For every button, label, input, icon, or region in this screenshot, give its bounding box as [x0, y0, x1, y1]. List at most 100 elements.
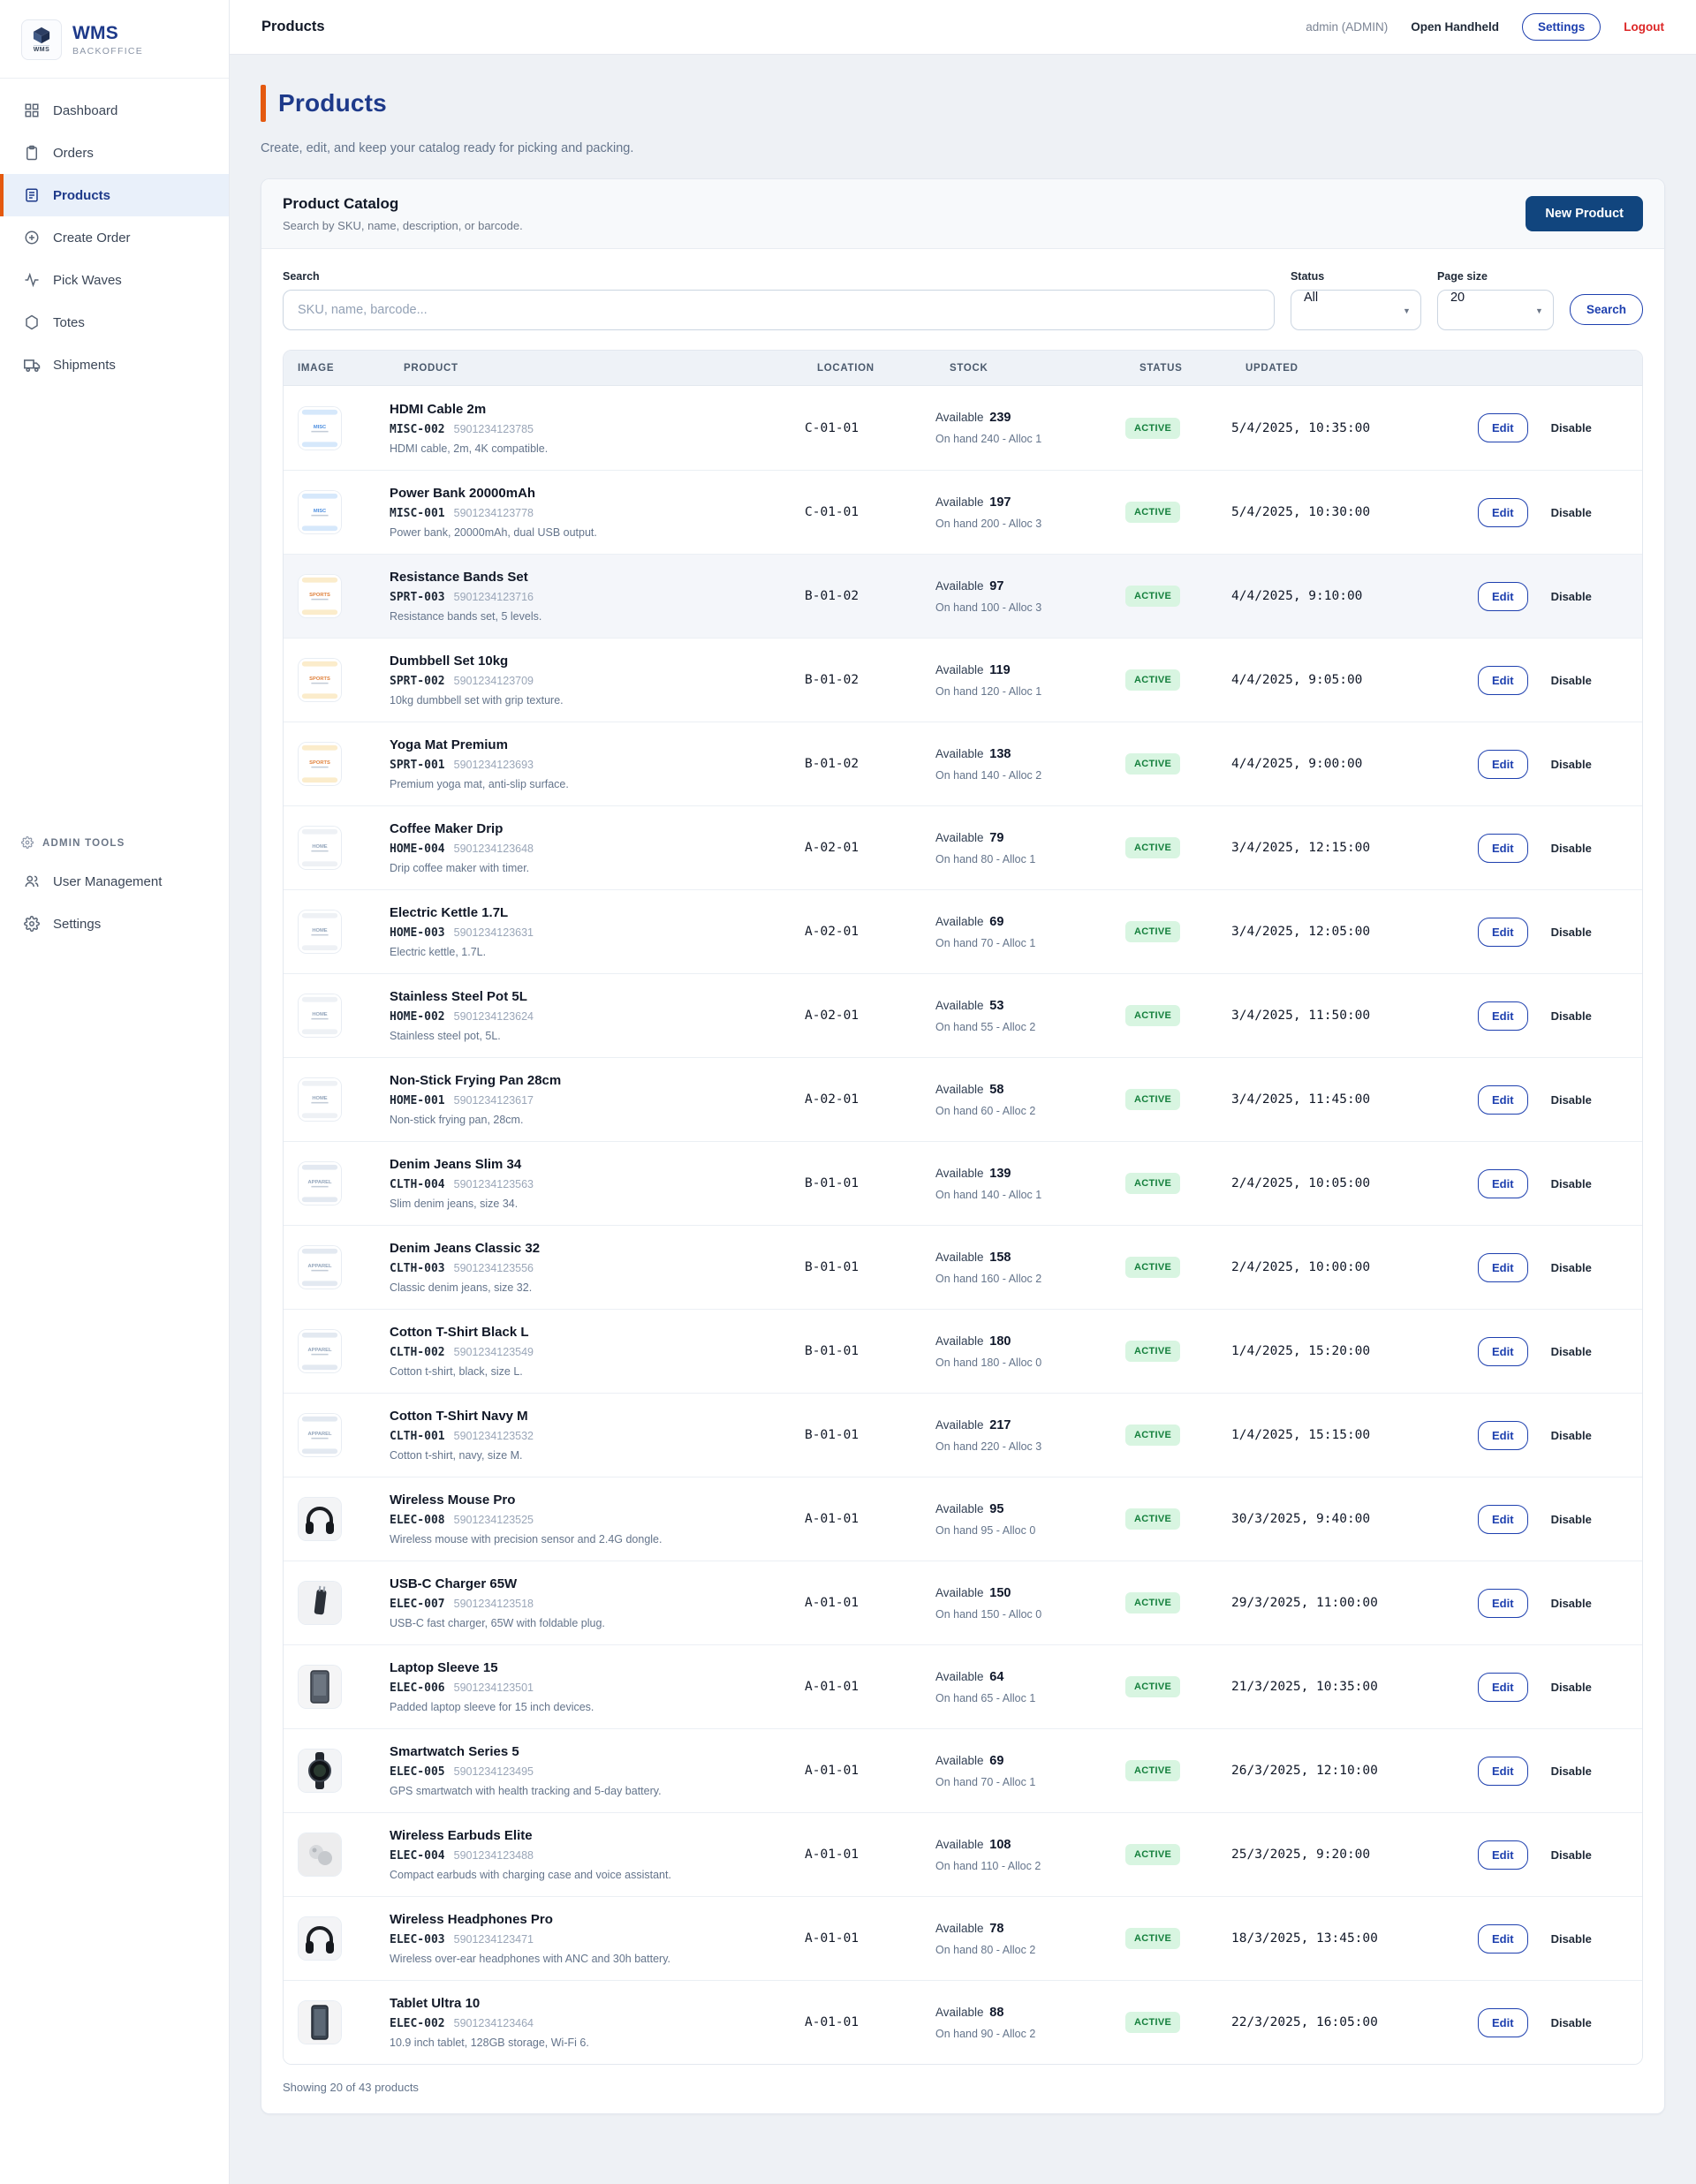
search-button[interactable]: Search	[1569, 294, 1643, 325]
available-value: 95	[989, 1501, 1004, 1516]
available-label: Available	[935, 1334, 988, 1348]
disable-button[interactable]: Disable	[1550, 589, 1592, 603]
disable-button[interactable]: Disable	[1550, 2015, 1592, 2029]
disable-button[interactable]: Disable	[1550, 505, 1592, 519]
edit-button[interactable]: Edit	[1478, 2007, 1528, 2037]
available-value: 139	[989, 1166, 1011, 1181]
document-icon	[23, 186, 41, 204]
disable-button[interactable]: Disable	[1550, 1931, 1592, 1946]
status-cell: ACTIVE	[1125, 586, 1231, 607]
product-barcode: 5901234123716	[453, 591, 534, 603]
logout-button[interactable]: Logout	[1624, 20, 1664, 34]
search-input[interactable]	[283, 290, 1275, 330]
edit-button[interactable]: Edit	[1478, 1001, 1528, 1031]
edit-button[interactable]: Edit	[1478, 917, 1528, 947]
product-cell: Wireless Headphones Pro ELEC-003 5901234…	[390, 1912, 803, 1965]
status-badge: ACTIVE	[1125, 586, 1181, 607]
edit-button[interactable]: Edit	[1478, 1336, 1528, 1366]
sidebar-item-shipments[interactable]: Shipments	[0, 344, 229, 386]
disable-button[interactable]: Disable	[1550, 1848, 1592, 1862]
edit-button[interactable]: Edit	[1478, 1504, 1528, 1534]
placeholder-image: APPAREL	[299, 1414, 341, 1456]
edit-button[interactable]: Edit	[1478, 665, 1528, 695]
product-sku: ELEC-008	[390, 1514, 445, 1527]
product-thumbnail: APPAREL	[298, 1245, 342, 1289]
hexagon-icon	[23, 314, 41, 331]
product-image-cell: APPAREL	[284, 1161, 390, 1205]
product-sku: MISC-002	[390, 422, 445, 436]
topbar-settings-button[interactable]: Settings	[1522, 13, 1601, 41]
edit-button[interactable]: Edit	[1478, 1084, 1528, 1115]
actions-cell: Edit Disable	[1465, 1840, 1642, 1870]
status-cell: ACTIVE	[1125, 1005, 1231, 1026]
table-row: MISC Power Bank 20000mAh MISC-001 590123…	[284, 470, 1642, 554]
edit-button[interactable]: Edit	[1478, 749, 1528, 779]
sidebar-item-settings[interactable]: Settings	[0, 903, 229, 945]
disable-button[interactable]: Disable	[1550, 673, 1592, 687]
column-header-image: IMAGE	[298, 362, 335, 374]
topbar-actions: admin (ADMIN) Open Handheld Settings Log…	[1306, 13, 1664, 41]
product-name: Resistance Bands Set	[390, 570, 528, 585]
status-badge: ACTIVE	[1125, 1089, 1181, 1110]
sidebar-item-dashboard[interactable]: Dashboard	[0, 89, 229, 132]
edit-button[interactable]: Edit	[1478, 581, 1528, 611]
disable-button[interactable]: Disable	[1550, 1176, 1592, 1190]
svg-text:HOME: HOME	[312, 844, 327, 850]
disable-button[interactable]: Disable	[1550, 1596, 1592, 1610]
sidebar-item-orders[interactable]: Orders	[0, 132, 229, 174]
disable-button[interactable]: Disable	[1550, 421, 1592, 435]
edit-button[interactable]: Edit	[1478, 1756, 1528, 1786]
svg-text:HOME: HOME	[312, 1012, 327, 1017]
disable-button[interactable]: Disable	[1550, 1512, 1592, 1526]
sidebar-divider	[0, 78, 229, 79]
table-row: USB-C Charger 65W ELEC-007 5901234123518…	[284, 1561, 1642, 1644]
status-cell: ACTIVE	[1125, 753, 1231, 775]
product-description: GPS smartwatch with health tracking and …	[390, 1785, 662, 1797]
page-size-select[interactable]: 20	[1436, 290, 1554, 330]
disable-button[interactable]: Disable	[1550, 1764, 1592, 1778]
edit-button[interactable]: Edit	[1478, 497, 1528, 527]
product-image-cell	[284, 1749, 390, 1793]
updated-timestamp: 4/4/2025, 9:05:00	[1231, 673, 1363, 687]
page-title: Products	[278, 89, 387, 117]
edit-button[interactable]: Edit	[1478, 1672, 1528, 1702]
new-product-button[interactable]: New Product	[1526, 196, 1643, 231]
edit-button[interactable]: Edit	[1478, 413, 1528, 442]
disable-button[interactable]: Disable	[1550, 1344, 1592, 1358]
edit-button[interactable]: Edit	[1478, 1923, 1528, 1954]
disable-button[interactable]: Disable	[1550, 757, 1592, 771]
disable-button[interactable]: Disable	[1550, 1428, 1592, 1442]
sidebar-item-user-management[interactable]: User Management	[0, 860, 229, 903]
sidebar-item-products[interactable]: Products	[0, 174, 229, 216]
disable-button[interactable]: Disable	[1550, 925, 1592, 939]
status-select[interactable]: All	[1290, 290, 1421, 330]
product-thumbnail	[298, 1833, 342, 1877]
edit-button[interactable]: Edit	[1478, 1168, 1528, 1198]
updated-timestamp: 29/3/2025, 11:00:00	[1231, 1596, 1378, 1610]
product-barcode: 5901234123549	[453, 1346, 534, 1358]
edit-button[interactable]: Edit	[1478, 1588, 1528, 1618]
product-sku: CLTH-002	[390, 1346, 445, 1359]
svg-text:MISC: MISC	[314, 509, 326, 514]
product-description: Compact earbuds with charging case and v…	[390, 1869, 671, 1881]
disable-button[interactable]: Disable	[1550, 841, 1592, 855]
edit-button[interactable]: Edit	[1478, 1252, 1528, 1282]
open-handheld-link[interactable]: Open Handheld	[1411, 20, 1499, 34]
disable-button[interactable]: Disable	[1550, 1009, 1592, 1023]
status-badge: ACTIVE	[1125, 1592, 1181, 1613]
sidebar-item-create-order[interactable]: Create Order	[0, 216, 229, 259]
edit-button[interactable]: Edit	[1478, 833, 1528, 863]
disable-button[interactable]: Disable	[1550, 1680, 1592, 1694]
edit-button[interactable]: Edit	[1478, 1840, 1528, 1870]
product-thumbnail: HOME	[298, 826, 342, 870]
product-location: A-01-01	[805, 1512, 859, 1526]
product-name: Laptop Sleeve 15	[390, 1660, 498, 1675]
product-cell: Electric Kettle 1.7L HOME-003 5901234123…	[390, 905, 803, 958]
sidebar-item-totes[interactable]: Totes	[0, 301, 229, 344]
status-badge: ACTIVE	[1125, 921, 1181, 942]
disable-button[interactable]: Disable	[1550, 1092, 1592, 1107]
sidebar-item-pick-waves[interactable]: Pick Waves	[0, 259, 229, 301]
disable-button[interactable]: Disable	[1550, 1260, 1592, 1274]
edit-button[interactable]: Edit	[1478, 1420, 1528, 1450]
product-catalog-card: Product Catalog Search by SKU, name, des…	[261, 178, 1665, 2114]
